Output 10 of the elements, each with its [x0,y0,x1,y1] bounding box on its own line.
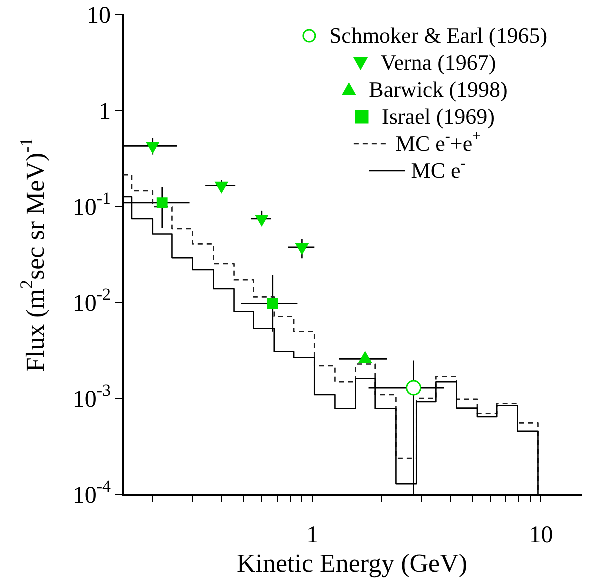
legend-label: Barwick (1998) [369,77,508,102]
legend-label: Israel (1969) [382,104,496,129]
y-tick-label: 10 [87,3,111,29]
legend-label: MC e-+e+ [396,129,482,156]
legend-label: MC e- [411,156,466,183]
legend-label: Schmoker & Earl (1965) [329,23,548,48]
y-axis-title: Flux (m2sec sr MeV)-1 [16,138,50,372]
legend-label: Verna (1967) [380,50,496,75]
y-tick-label: 1 [99,99,111,125]
x-axis-title: Kinetic Energy (GeV) [236,549,468,578]
